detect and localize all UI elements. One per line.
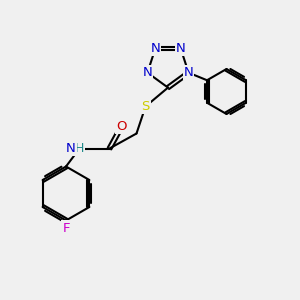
Text: N: N [176, 42, 186, 55]
Text: N: N [184, 66, 194, 79]
Text: N: N [142, 66, 152, 79]
Text: H: H [75, 142, 84, 155]
Text: N: N [150, 42, 160, 55]
Text: F: F [62, 221, 70, 235]
Text: S: S [141, 100, 150, 113]
Text: N: N [66, 142, 76, 155]
Text: O: O [116, 120, 127, 133]
